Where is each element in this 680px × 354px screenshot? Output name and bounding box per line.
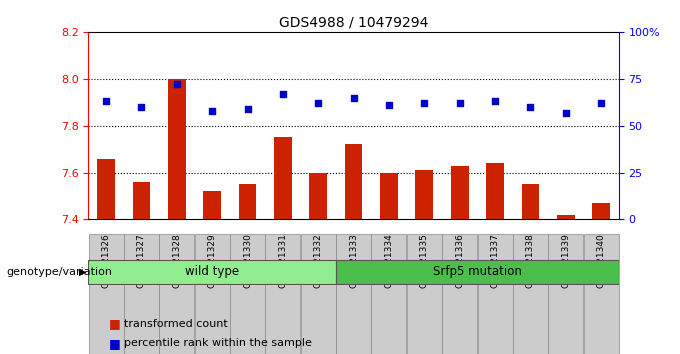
Text: GSM921338: GSM921338 bbox=[526, 234, 535, 289]
FancyBboxPatch shape bbox=[230, 234, 265, 354]
Bar bbox=[309, 173, 327, 219]
FancyBboxPatch shape bbox=[442, 234, 477, 354]
FancyBboxPatch shape bbox=[301, 234, 336, 354]
Text: GSM921340: GSM921340 bbox=[596, 234, 606, 288]
Text: Srfp5 mutation: Srfp5 mutation bbox=[433, 265, 522, 278]
FancyBboxPatch shape bbox=[265, 234, 301, 354]
Text: GSM921328: GSM921328 bbox=[172, 234, 182, 288]
Point bbox=[207, 108, 218, 114]
Bar bbox=[415, 170, 433, 219]
Point bbox=[384, 102, 394, 108]
FancyBboxPatch shape bbox=[159, 234, 194, 354]
Text: GSM921326: GSM921326 bbox=[101, 234, 111, 288]
Bar bbox=[203, 192, 221, 219]
FancyBboxPatch shape bbox=[371, 234, 407, 354]
FancyBboxPatch shape bbox=[477, 234, 513, 354]
Bar bbox=[557, 215, 575, 219]
Bar bbox=[168, 79, 186, 219]
Text: GSM921337: GSM921337 bbox=[490, 234, 500, 289]
FancyBboxPatch shape bbox=[124, 234, 159, 354]
FancyBboxPatch shape bbox=[336, 260, 619, 284]
Point bbox=[419, 100, 430, 106]
Bar bbox=[486, 163, 504, 219]
FancyBboxPatch shape bbox=[194, 234, 230, 354]
FancyBboxPatch shape bbox=[88, 234, 124, 354]
Point bbox=[242, 106, 253, 112]
Bar bbox=[239, 184, 256, 219]
Text: GSM921335: GSM921335 bbox=[420, 234, 429, 289]
Bar bbox=[274, 137, 292, 219]
Point bbox=[136, 104, 147, 110]
Point bbox=[525, 104, 536, 110]
Text: percentile rank within the sample: percentile rank within the sample bbox=[124, 338, 311, 348]
Text: ▶: ▶ bbox=[79, 267, 86, 277]
Point bbox=[490, 98, 500, 104]
Text: GSM921331: GSM921331 bbox=[278, 234, 288, 289]
FancyBboxPatch shape bbox=[583, 234, 619, 354]
Bar bbox=[592, 203, 610, 219]
Text: GSM921330: GSM921330 bbox=[243, 234, 252, 289]
Text: GSM921332: GSM921332 bbox=[313, 234, 323, 288]
Bar bbox=[451, 166, 469, 219]
Text: GSM921334: GSM921334 bbox=[384, 234, 394, 288]
Point bbox=[596, 100, 607, 106]
Bar bbox=[380, 173, 398, 219]
Text: GSM921329: GSM921329 bbox=[207, 234, 217, 288]
Point bbox=[348, 95, 359, 101]
Point bbox=[171, 81, 182, 87]
Point bbox=[560, 110, 571, 115]
FancyBboxPatch shape bbox=[513, 234, 548, 354]
Bar bbox=[345, 144, 362, 219]
Bar bbox=[133, 182, 150, 219]
FancyBboxPatch shape bbox=[548, 234, 583, 354]
Point bbox=[101, 98, 112, 104]
FancyBboxPatch shape bbox=[336, 234, 371, 354]
Text: GSM921327: GSM921327 bbox=[137, 234, 146, 288]
Text: GSM921333: GSM921333 bbox=[349, 234, 358, 289]
Text: transformed count: transformed count bbox=[124, 319, 228, 329]
Text: ■: ■ bbox=[109, 318, 120, 330]
Text: GSM921339: GSM921339 bbox=[561, 234, 571, 289]
Point bbox=[277, 91, 288, 97]
FancyBboxPatch shape bbox=[407, 234, 442, 354]
FancyBboxPatch shape bbox=[88, 260, 336, 284]
Text: GSM921336: GSM921336 bbox=[455, 234, 464, 289]
Title: GDS4988 / 10479294: GDS4988 / 10479294 bbox=[279, 15, 428, 29]
Text: ■: ■ bbox=[109, 337, 120, 350]
Text: genotype/variation: genotype/variation bbox=[7, 267, 113, 277]
Bar bbox=[522, 184, 539, 219]
Text: wild type: wild type bbox=[185, 265, 239, 278]
Bar bbox=[97, 159, 115, 219]
Point bbox=[454, 100, 465, 106]
Point bbox=[313, 100, 324, 106]
